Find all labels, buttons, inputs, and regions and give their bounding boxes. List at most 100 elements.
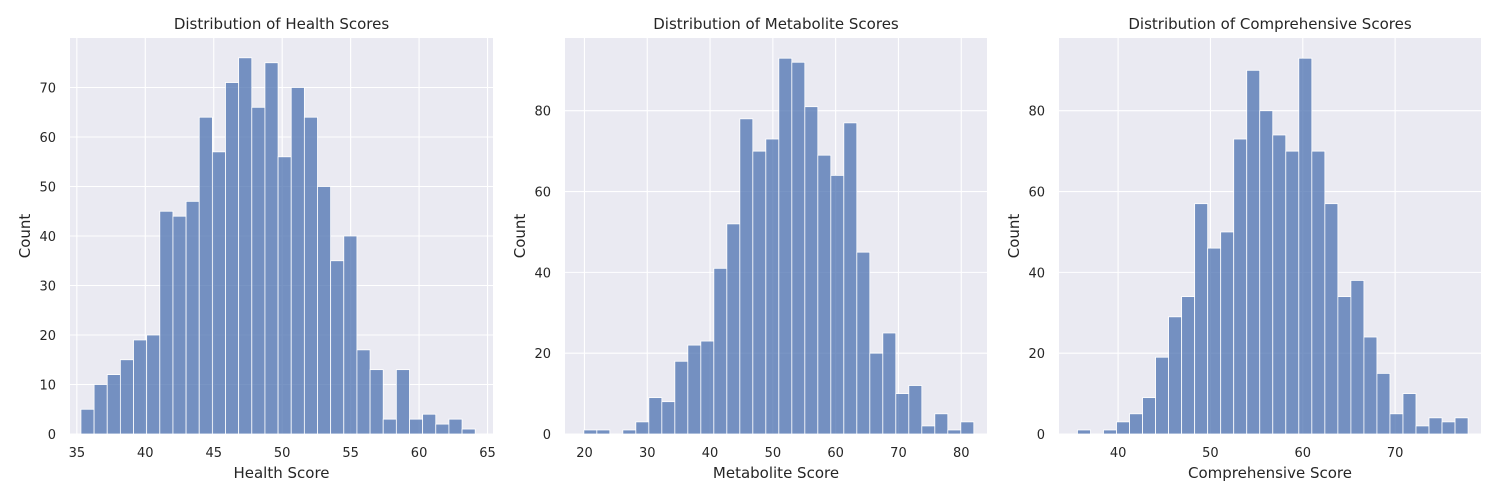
x-tick-label: 60 [827, 446, 844, 461]
histogram-bar [225, 82, 240, 435]
histogram-bar [791, 61, 806, 435]
histogram-bar [159, 210, 174, 435]
histogram-bar [119, 359, 134, 435]
histogram-bar [211, 151, 226, 435]
y-axis-label: Count [1005, 214, 1023, 259]
histogram-bar [934, 413, 949, 435]
histogram-bar [895, 393, 910, 435]
histogram-bar [687, 344, 702, 435]
histogram-bar [146, 334, 161, 435]
histogram-bar [1285, 150, 1300, 435]
histogram-bar [461, 428, 476, 435]
histogram-bar [726, 223, 741, 435]
histogram-bar [369, 369, 384, 435]
histogram-bar [648, 397, 663, 435]
histogram-bar [908, 385, 923, 435]
histogram-bar [1363, 336, 1378, 435]
histogram-bar [1298, 57, 1313, 435]
histogram-bar [1259, 110, 1274, 435]
histogram-bar [238, 57, 253, 435]
y-tick-label: 40 [1028, 266, 1045, 281]
chart-title: Distribution of Comprehensive Scores [1128, 15, 1411, 33]
histogram-bar [804, 106, 819, 435]
x-tick-label: 50 [1202, 446, 1219, 461]
histogram-bar [1155, 356, 1170, 435]
histogram-bar [395, 369, 410, 435]
histogram-bar [1272, 134, 1287, 435]
x-tick-label: 40 [1110, 446, 1127, 461]
histogram-bar [661, 401, 676, 435]
histogram-bar [1207, 247, 1222, 435]
histogram-bar [1389, 413, 1404, 435]
histogram-bar [1246, 69, 1261, 435]
y-tick-label: 60 [39, 131, 56, 146]
y-axis-label: Count [16, 214, 34, 259]
chart-title: Distribution of Health Scores [174, 15, 390, 33]
x-tick-label: 70 [1387, 446, 1404, 461]
histogram-bar [1220, 231, 1235, 435]
y-tick-label: 40 [39, 230, 56, 245]
histogram-bar [713, 267, 728, 435]
x-tick-label: 30 [639, 446, 656, 461]
y-tick-label: 30 [39, 280, 56, 295]
histogram-bar [622, 429, 637, 435]
x-axis-label: Comprehensive Score [1188, 464, 1352, 482]
y-tick-label: 70 [39, 82, 56, 97]
histogram-bar [830, 174, 845, 435]
histogram-bar [172, 215, 187, 435]
histogram-bar [752, 150, 767, 435]
histogram-bar [422, 413, 437, 435]
histogram-bar [1415, 425, 1430, 435]
histogram-bar [1441, 421, 1456, 435]
histogram-bar [583, 429, 598, 435]
histogram-bar [409, 418, 424, 435]
histogram-bar [303, 116, 318, 435]
histogram-bar [317, 186, 332, 435]
histogram-bar [251, 106, 266, 435]
histogram-bar [1428, 417, 1443, 435]
y-tick-label: 60 [534, 186, 551, 201]
histogram-bar [882, 332, 897, 435]
y-tick-label: 0 [1037, 428, 1045, 443]
x-tick-label: 40 [137, 446, 154, 461]
x-tick-label: 65 [479, 446, 496, 461]
histogram-bar [1194, 203, 1209, 435]
histogram-bar [1402, 393, 1417, 435]
histogram-bar [1181, 296, 1196, 435]
histogram-bar [1376, 372, 1391, 435]
y-tick-label: 10 [39, 379, 56, 394]
histogram-bar [778, 57, 793, 435]
y-axis-label: Count [511, 214, 529, 259]
histogram-bar [290, 87, 305, 435]
x-tick-label: 70 [890, 446, 907, 461]
histogram-bar [1103, 429, 1117, 435]
histogram-bar [448, 418, 463, 435]
histogram-bar [435, 423, 450, 435]
histogram-bar [1233, 138, 1248, 435]
histogram-bar [817, 154, 832, 435]
x-tick-label: 45 [205, 446, 222, 461]
histogram-bar [343, 235, 358, 435]
histogram-bar [635, 421, 650, 435]
y-tick-label: 80 [1028, 105, 1045, 120]
histogram-bar [106, 374, 121, 435]
y-tick-label: 20 [1028, 347, 1045, 362]
histogram-bar [382, 418, 397, 435]
histogram-bar [356, 349, 371, 435]
y-tick-label: 50 [39, 181, 56, 196]
y-tick-label: 20 [534, 347, 551, 362]
x-tick-label: 40 [702, 446, 719, 461]
x-axis-label: Health Score [233, 464, 329, 482]
histogram-bar [80, 408, 95, 435]
y-tick-label: 80 [534, 105, 551, 120]
x-tick-label: 50 [765, 446, 782, 461]
histogram-bar [947, 429, 962, 435]
histogram-bar [765, 138, 780, 435]
histogram-bar [1454, 417, 1469, 435]
histogram-bar [1168, 316, 1183, 435]
chart-title: Distribution of Metabolite Scores [653, 15, 899, 33]
histogram-bar [1129, 413, 1143, 435]
x-tick-label: 60 [411, 446, 428, 461]
histogram-bar [93, 384, 108, 435]
